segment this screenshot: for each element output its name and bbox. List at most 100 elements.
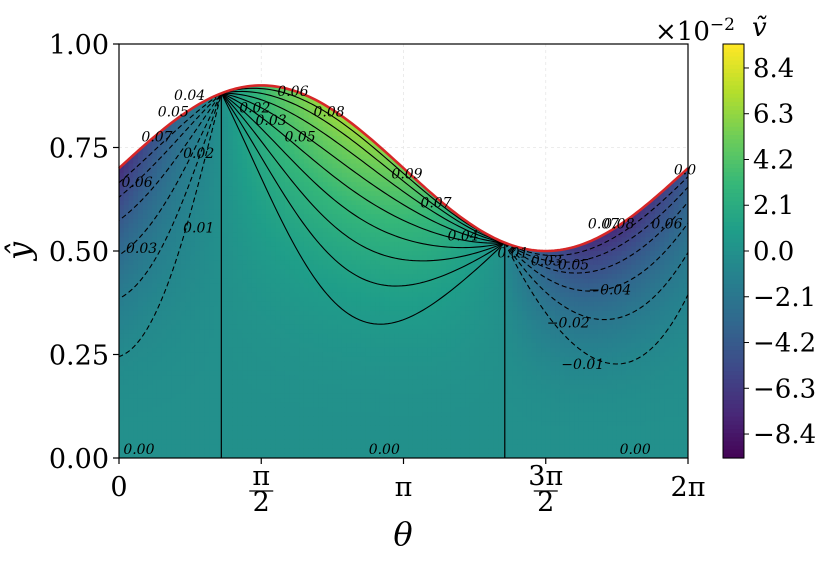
heatmap-cell — [284, 163, 291, 169]
heatmap-cell — [190, 347, 196, 353]
heatmap-cell — [332, 76, 337, 81]
heatmap-cell — [270, 214, 277, 220]
heatmap-cell — [351, 278, 357, 284]
heatmap-cell — [299, 209, 305, 215]
heatmap-cell — [361, 76, 366, 81]
heatmap-cell — [209, 168, 215, 174]
heatmap-cell — [360, 370, 367, 376]
heatmap-cell — [351, 329, 357, 335]
heatmap-cell — [171, 393, 177, 399]
heatmap-cell — [195, 53, 200, 58]
heatmap-cell — [375, 343, 381, 349]
heatmap-cell — [275, 421, 281, 427]
heatmap-cell — [256, 237, 262, 243]
heatmap-cell — [142, 200, 149, 206]
heatmap-cell — [152, 352, 158, 358]
heatmap-cell — [209, 44, 214, 49]
heatmap-cell — [289, 163, 296, 169]
heatmap-cell — [261, 315, 267, 321]
heatmap-cell — [175, 425, 182, 431]
heatmap-cell — [294, 140, 300, 146]
heatmap-cell — [265, 145, 272, 151]
heatmap-cell — [370, 108, 376, 114]
heatmap-cell — [137, 421, 144, 427]
heatmap-cell — [204, 58, 209, 63]
heatmap-cell — [142, 306, 149, 312]
heatmap-cell — [318, 113, 324, 119]
heatmap-cell — [232, 274, 239, 280]
heatmap-cell — [289, 416, 296, 422]
heatmap-cell — [299, 108, 305, 114]
heatmap-cell — [157, 44, 162, 49]
heatmap-cell — [142, 108, 149, 114]
heatmap-cell — [375, 347, 381, 353]
heatmap-cell — [232, 191, 239, 197]
heatmap-cell — [318, 343, 324, 349]
heatmap-cell — [299, 72, 304, 77]
heatmap-cell — [232, 425, 239, 431]
heatmap-cell — [171, 131, 177, 137]
heatmap-cell — [284, 90, 291, 96]
heatmap-cell — [323, 49, 328, 54]
heatmap-cell — [299, 191, 305, 197]
heatmap-cell — [218, 85, 224, 91]
heatmap-cell — [375, 94, 381, 100]
heatmap-cell — [223, 251, 229, 257]
heatmap-cell — [128, 241, 134, 247]
heatmap-cell — [332, 53, 337, 58]
heatmap-cell — [256, 182, 262, 188]
heatmap-cell — [332, 200, 338, 206]
heatmap-cell — [337, 126, 343, 132]
heatmap-cell — [280, 145, 286, 151]
heatmap-cell — [270, 149, 277, 155]
heatmap-cell — [332, 237, 338, 243]
heatmap-cell — [199, 264, 205, 270]
heatmap-cell — [318, 439, 324, 445]
heatmap-cell — [119, 407, 125, 413]
heatmap-cell — [180, 292, 186, 298]
heatmap-cell — [299, 159, 305, 165]
heatmap-cell — [128, 324, 134, 330]
heatmap-cell — [242, 237, 248, 243]
heatmap-cell — [228, 251, 234, 257]
heatmap-cell — [294, 389, 300, 395]
heatmap-cell — [142, 214, 149, 220]
heatmap-cell — [194, 237, 201, 243]
heatmap-cell — [266, 49, 271, 54]
heatmap-cell — [303, 306, 310, 312]
heatmap-cell — [318, 159, 324, 165]
heatmap-cell — [261, 444, 267, 450]
heatmap-cell — [247, 430, 253, 436]
heatmap-cell — [213, 310, 220, 316]
heatmap-cell — [152, 356, 158, 362]
heatmap-cell — [337, 200, 343, 206]
heatmap-cell — [365, 356, 371, 362]
heatmap-cell — [313, 154, 319, 160]
heatmap-cell — [332, 205, 338, 211]
heatmap-cell — [318, 131, 324, 137]
heatmap-cell — [375, 398, 381, 404]
heatmap-cell — [322, 200, 329, 206]
heatmap-cell — [346, 232, 352, 238]
heatmap-cell — [308, 237, 315, 243]
heatmap-cell — [209, 448, 215, 454]
heatmap-cell — [199, 149, 205, 155]
heatmap-cell — [171, 49, 176, 54]
heatmap-cell — [156, 195, 163, 201]
heatmap-cell — [270, 356, 277, 362]
heatmap-cell — [137, 412, 144, 418]
heatmap-cell — [147, 108, 153, 114]
heatmap-cell — [232, 218, 239, 224]
heatmap-cell — [360, 149, 367, 155]
heatmap-cell — [299, 361, 305, 367]
heatmap-cell — [228, 126, 234, 132]
heatmap-cell — [318, 301, 324, 307]
heatmap-cell — [284, 159, 291, 165]
heatmap-cell — [232, 306, 239, 312]
heatmap-cell — [133, 425, 139, 431]
heatmap-cell — [251, 209, 258, 215]
heatmap-cell — [228, 163, 234, 169]
heatmap-cell — [214, 72, 219, 77]
heatmap-cell — [365, 352, 371, 358]
heatmap-cell — [370, 218, 376, 224]
